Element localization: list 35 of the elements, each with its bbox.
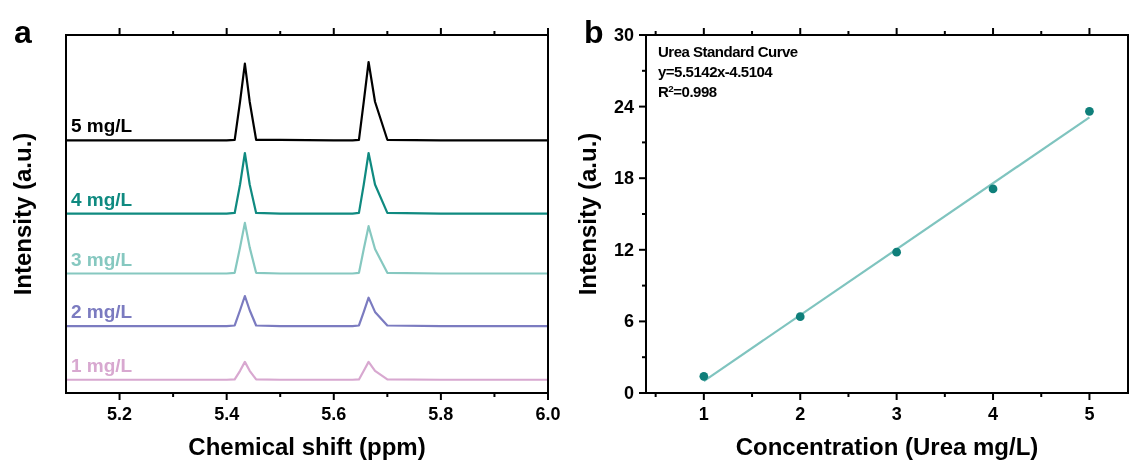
x-tick-label: 1 — [698, 404, 709, 424]
point — [892, 247, 902, 257]
series-label: 1 mg/L — [71, 354, 133, 376]
series-label: 4 mg/L — [71, 188, 133, 210]
chart-title: b — [584, 14, 604, 50]
y-axis-title: Intensity (a.u.) — [574, 132, 601, 296]
y-tick-label: 0 — [623, 383, 634, 403]
x-tick-label: 3 — [891, 404, 902, 424]
x-tick-label: 4 — [988, 404, 999, 424]
y-tick-label: 18 — [613, 168, 634, 189]
x-axis-title: Chemical shift (ppm) — [188, 433, 426, 460]
annotation: Urea Standard Curve — [658, 43, 798, 60]
annotation: y=5.5142x-4.5104 — [658, 63, 774, 80]
series-label: 3 mg/L — [71, 248, 133, 270]
series-label: 5 mg/L — [71, 115, 133, 137]
chart-title: a — [14, 14, 32, 50]
series-label: 2 mg/L — [71, 301, 133, 323]
point — [795, 312, 805, 321]
x-tick-label: 6.0 — [535, 404, 561, 424]
point — [988, 184, 998, 194]
x-tick-label: 5.2 — [107, 404, 133, 424]
point — [699, 371, 709, 381]
x-tick-label: 5 — [1084, 404, 1095, 424]
y-tick-label: 24 — [613, 96, 634, 117]
x-tick-label: 5.6 — [321, 404, 347, 424]
x-tick-label: 5.8 — [428, 404, 454, 424]
y-axis-title: Intensity (a.u.) — [9, 132, 36, 296]
point — [1085, 107, 1094, 116]
x-axis-title: Concentration (Urea mg/L) — [735, 433, 1039, 460]
y-tick-label: 30 — [613, 25, 634, 45]
x-tick-label: 5.4 — [214, 404, 240, 424]
y-tick-label: 6 — [623, 311, 634, 332]
x-tick-label: 2 — [795, 404, 806, 424]
y-tick-label: 12 — [613, 239, 634, 260]
annotation: R$^{2}$=0.998 — [658, 82, 717, 100]
